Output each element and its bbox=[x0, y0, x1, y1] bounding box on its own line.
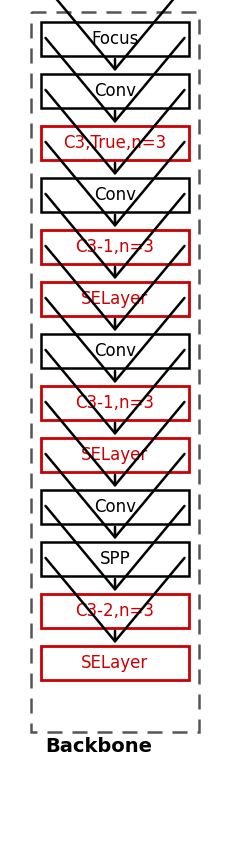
Text: Conv: Conv bbox=[94, 342, 135, 360]
Bar bbox=[31, 12, 198, 732]
Text: C3-1,n=3: C3-1,n=3 bbox=[75, 238, 154, 256]
Bar bbox=[41, 230, 188, 264]
Text: Conv: Conv bbox=[94, 498, 135, 516]
Bar bbox=[41, 126, 188, 160]
Bar bbox=[41, 594, 188, 628]
Bar bbox=[41, 386, 188, 420]
Text: Conv: Conv bbox=[94, 186, 135, 204]
Bar bbox=[41, 178, 188, 212]
Text: C3-1,n=3: C3-1,n=3 bbox=[75, 394, 154, 412]
Bar bbox=[41, 646, 188, 680]
Bar bbox=[41, 74, 188, 108]
Bar bbox=[41, 438, 188, 472]
Text: C3,True,n=3: C3,True,n=3 bbox=[63, 134, 166, 152]
Text: SELayer: SELayer bbox=[81, 654, 148, 672]
Text: C3-2,n=3: C3-2,n=3 bbox=[75, 602, 154, 620]
Text: SELayer: SELayer bbox=[81, 290, 148, 308]
Text: Backbone: Backbone bbox=[45, 736, 151, 756]
Text: Focus: Focus bbox=[91, 30, 138, 48]
Bar bbox=[41, 282, 188, 316]
Bar bbox=[41, 22, 188, 56]
Text: Conv: Conv bbox=[94, 82, 135, 100]
Bar bbox=[41, 542, 188, 576]
Text: SELayer: SELayer bbox=[81, 446, 148, 464]
Bar bbox=[41, 490, 188, 524]
Text: SPP: SPP bbox=[99, 550, 130, 568]
Bar bbox=[41, 334, 188, 368]
